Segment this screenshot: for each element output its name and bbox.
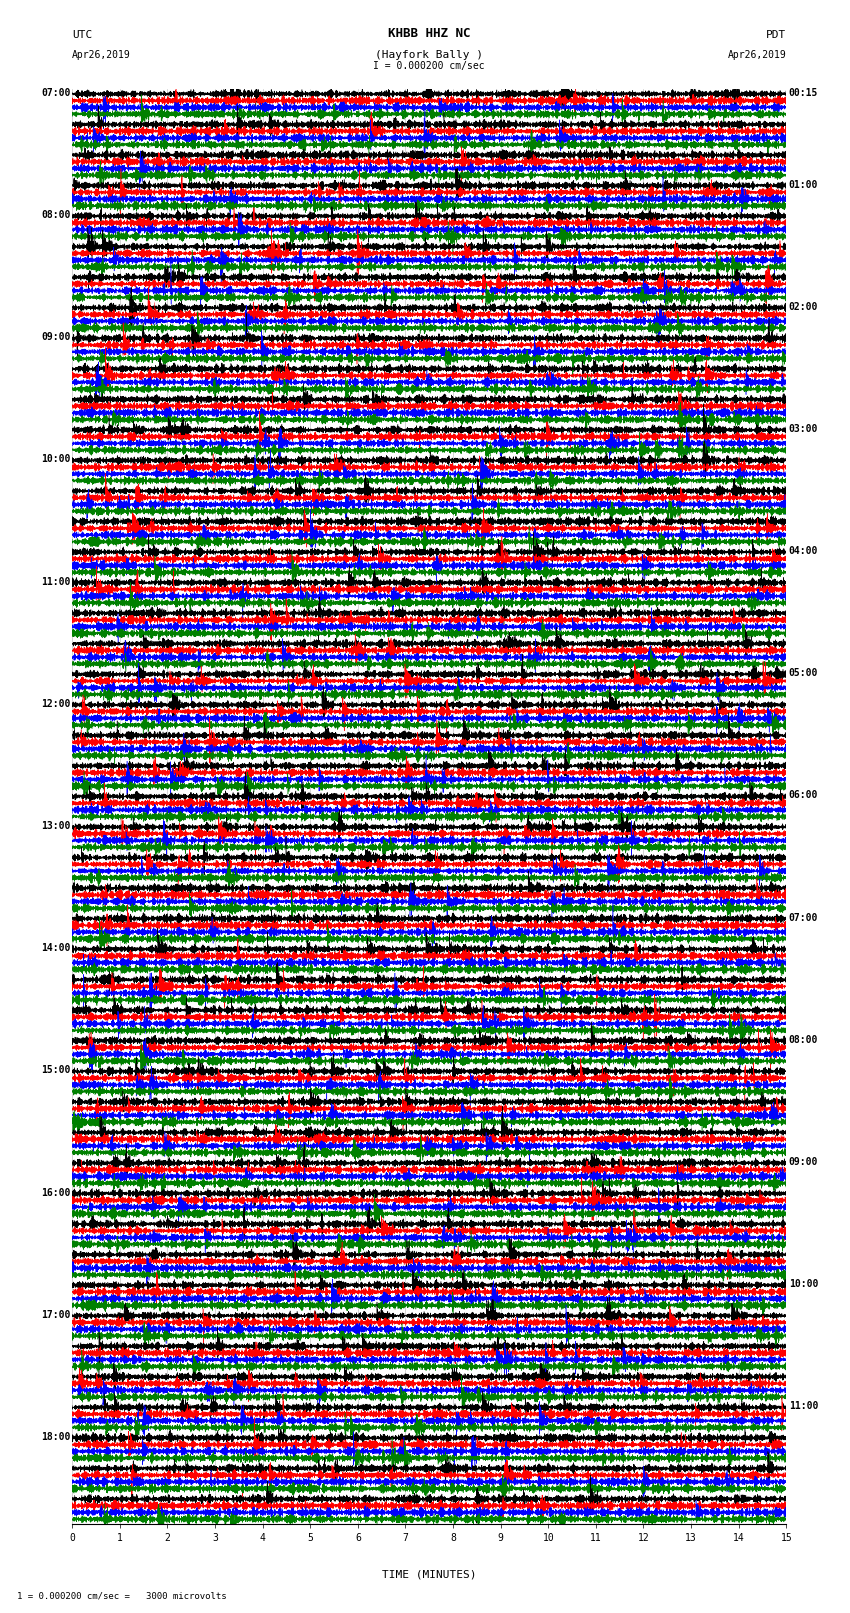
Text: (Hayfork Bally ): (Hayfork Bally )	[375, 50, 484, 60]
Text: 10:00: 10:00	[41, 455, 71, 465]
Text: 16:00: 16:00	[41, 1187, 71, 1197]
Text: 10:00: 10:00	[789, 1279, 819, 1289]
Text: 17:00: 17:00	[41, 1310, 71, 1319]
Text: UTC: UTC	[72, 31, 93, 40]
Text: 08:00: 08:00	[41, 210, 71, 219]
Text: 11:00: 11:00	[789, 1402, 819, 1411]
Text: 09:00: 09:00	[789, 1157, 819, 1168]
Text: 01:00: 01:00	[789, 179, 819, 190]
Text: 04:00: 04:00	[789, 547, 819, 556]
Text: 00:15: 00:15	[789, 89, 819, 98]
Text: 07:00: 07:00	[789, 913, 819, 923]
Text: 09:00: 09:00	[41, 332, 71, 342]
Text: PDT: PDT	[766, 31, 786, 40]
Text: 18:00: 18:00	[41, 1432, 71, 1442]
Text: 14:00: 14:00	[41, 944, 71, 953]
Text: 13:00: 13:00	[41, 821, 71, 831]
Text: KHBB HHZ NC: KHBB HHZ NC	[388, 27, 471, 40]
Text: 05:00: 05:00	[789, 668, 819, 679]
Text: 08:00: 08:00	[789, 1036, 819, 1045]
Text: Apr26,2019: Apr26,2019	[72, 50, 131, 60]
Text: I = 0.000200 cm/sec: I = 0.000200 cm/sec	[373, 61, 485, 71]
Text: 1 = 0.000200 cm/sec =   3000 microvolts: 1 = 0.000200 cm/sec = 3000 microvolts	[17, 1590, 227, 1600]
Text: TIME (MINUTES): TIME (MINUTES)	[382, 1569, 477, 1579]
Text: 06:00: 06:00	[789, 790, 819, 800]
Text: 12:00: 12:00	[41, 698, 71, 708]
Text: 11:00: 11:00	[41, 577, 71, 587]
Text: Apr26,2019: Apr26,2019	[728, 50, 786, 60]
Text: 15:00: 15:00	[41, 1065, 71, 1076]
Text: 07:00: 07:00	[41, 89, 71, 98]
Text: 03:00: 03:00	[789, 424, 819, 434]
Text: 02:00: 02:00	[789, 302, 819, 311]
